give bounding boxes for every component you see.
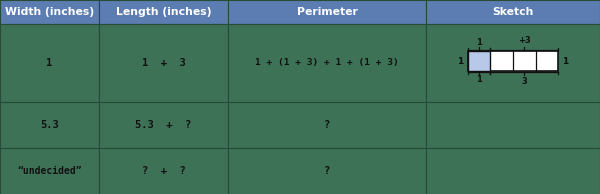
Text: ?  +  ?: ? + ? xyxy=(142,166,185,176)
Bar xyxy=(99,0,228,24)
Text: 3: 3 xyxy=(521,77,527,86)
Bar xyxy=(228,0,426,24)
Text: Perimeter: Perimeter xyxy=(296,7,358,17)
Bar xyxy=(426,102,600,148)
Text: Width (inches): Width (inches) xyxy=(5,7,94,17)
Text: 1: 1 xyxy=(457,56,464,66)
Text: 5.3  +  ?: 5.3 + ? xyxy=(136,120,191,130)
Text: 1: 1 xyxy=(562,56,569,66)
Text: 1: 1 xyxy=(46,58,53,68)
Text: ?: ? xyxy=(324,166,330,176)
Bar xyxy=(99,102,228,148)
Bar xyxy=(228,102,426,148)
Text: ?: ? xyxy=(324,120,330,130)
Bar xyxy=(228,148,426,194)
Bar xyxy=(0,148,99,194)
Bar xyxy=(468,51,558,71)
Text: Length (inches): Length (inches) xyxy=(116,7,211,17)
Bar xyxy=(0,102,99,148)
Bar xyxy=(0,0,99,24)
Text: 5.3: 5.3 xyxy=(40,120,59,130)
Bar xyxy=(0,24,99,102)
Text: 1: 1 xyxy=(476,38,482,47)
Text: +3: +3 xyxy=(518,36,530,45)
Bar xyxy=(99,148,228,194)
Bar xyxy=(228,24,426,102)
Bar xyxy=(426,24,600,102)
Text: 1: 1 xyxy=(476,75,482,84)
Bar xyxy=(426,0,600,24)
Text: 1 + (1 + 3) + 1 + (1 + 3): 1 + (1 + 3) + 1 + (1 + 3) xyxy=(255,58,399,68)
Text: Sketch: Sketch xyxy=(493,7,533,17)
Text: “undecided”: “undecided” xyxy=(17,166,82,176)
Bar xyxy=(99,24,228,102)
Bar xyxy=(468,51,490,71)
Bar xyxy=(426,148,600,194)
Text: 1  +  3: 1 + 3 xyxy=(142,58,185,68)
